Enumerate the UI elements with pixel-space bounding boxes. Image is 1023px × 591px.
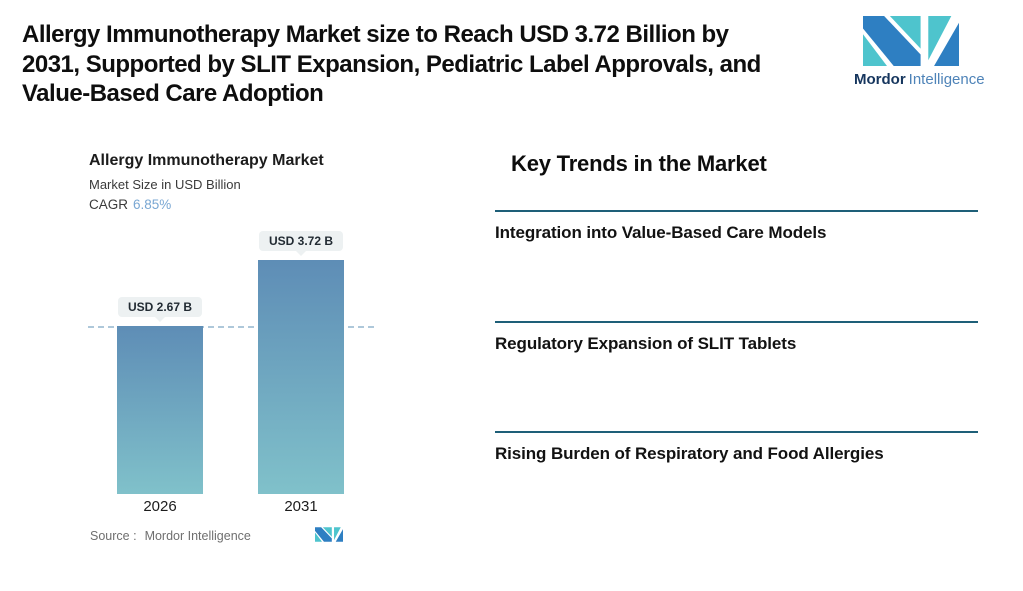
trend-item-allergy-burden: Rising Burden of Respiratory and Food Al… — [495, 431, 978, 464]
axis-label-2031: 2031 — [284, 498, 318, 515]
trend-item-value-based-care: Integration into Value-Based Care Models — [495, 210, 978, 243]
source-label: Source : — [90, 529, 137, 543]
brand-suffix: Intelligence — [908, 71, 985, 88]
bar-value-label-2031: USD 3.72 B — [258, 231, 344, 256]
bar-group-2031: USD 3.72 B 2031 — [258, 231, 344, 515]
source-value: Mordor Intelligence — [144, 529, 251, 543]
axis-label-2026: 2026 — [143, 498, 177, 515]
bar-2031 — [258, 260, 344, 494]
mordor-intelligence-logo: Mordor Intelligence — [854, 16, 985, 88]
mordor-logo-mark — [863, 16, 959, 66]
trend-item-slit-tablets: Regulatory Expansion of SLIT Tablets — [495, 321, 978, 354]
bar-group-2026: USD 2.67 B 2026 — [117, 297, 203, 515]
brand-wordmark: Mordor Intelligence — [854, 71, 985, 88]
trends-heading: Key Trends in the Market — [511, 151, 767, 176]
cagr-value: 6.85% — [133, 197, 172, 212]
page-title: Allergy Immunotherapy Market size to Rea… — [22, 21, 761, 107]
bar-2026 — [117, 326, 203, 494]
chart-title: Allergy Immunotherapy Market — [89, 152, 324, 169]
chart-subtitle: Market Size in USD Billion — [89, 177, 241, 192]
brand-name: Mordor — [854, 71, 906, 88]
cagr-row: CAGR 6.85% — [89, 197, 171, 212]
bar-value-label-2026: USD 2.67 B — [117, 297, 203, 322]
source-attribution: Source : Mordor Intelligence — [90, 529, 251, 543]
cagr-label: CAGR — [89, 197, 129, 212]
reference-dashed-line — [88, 326, 374, 328]
mordor-logo-mini-mark — [315, 527, 343, 542]
